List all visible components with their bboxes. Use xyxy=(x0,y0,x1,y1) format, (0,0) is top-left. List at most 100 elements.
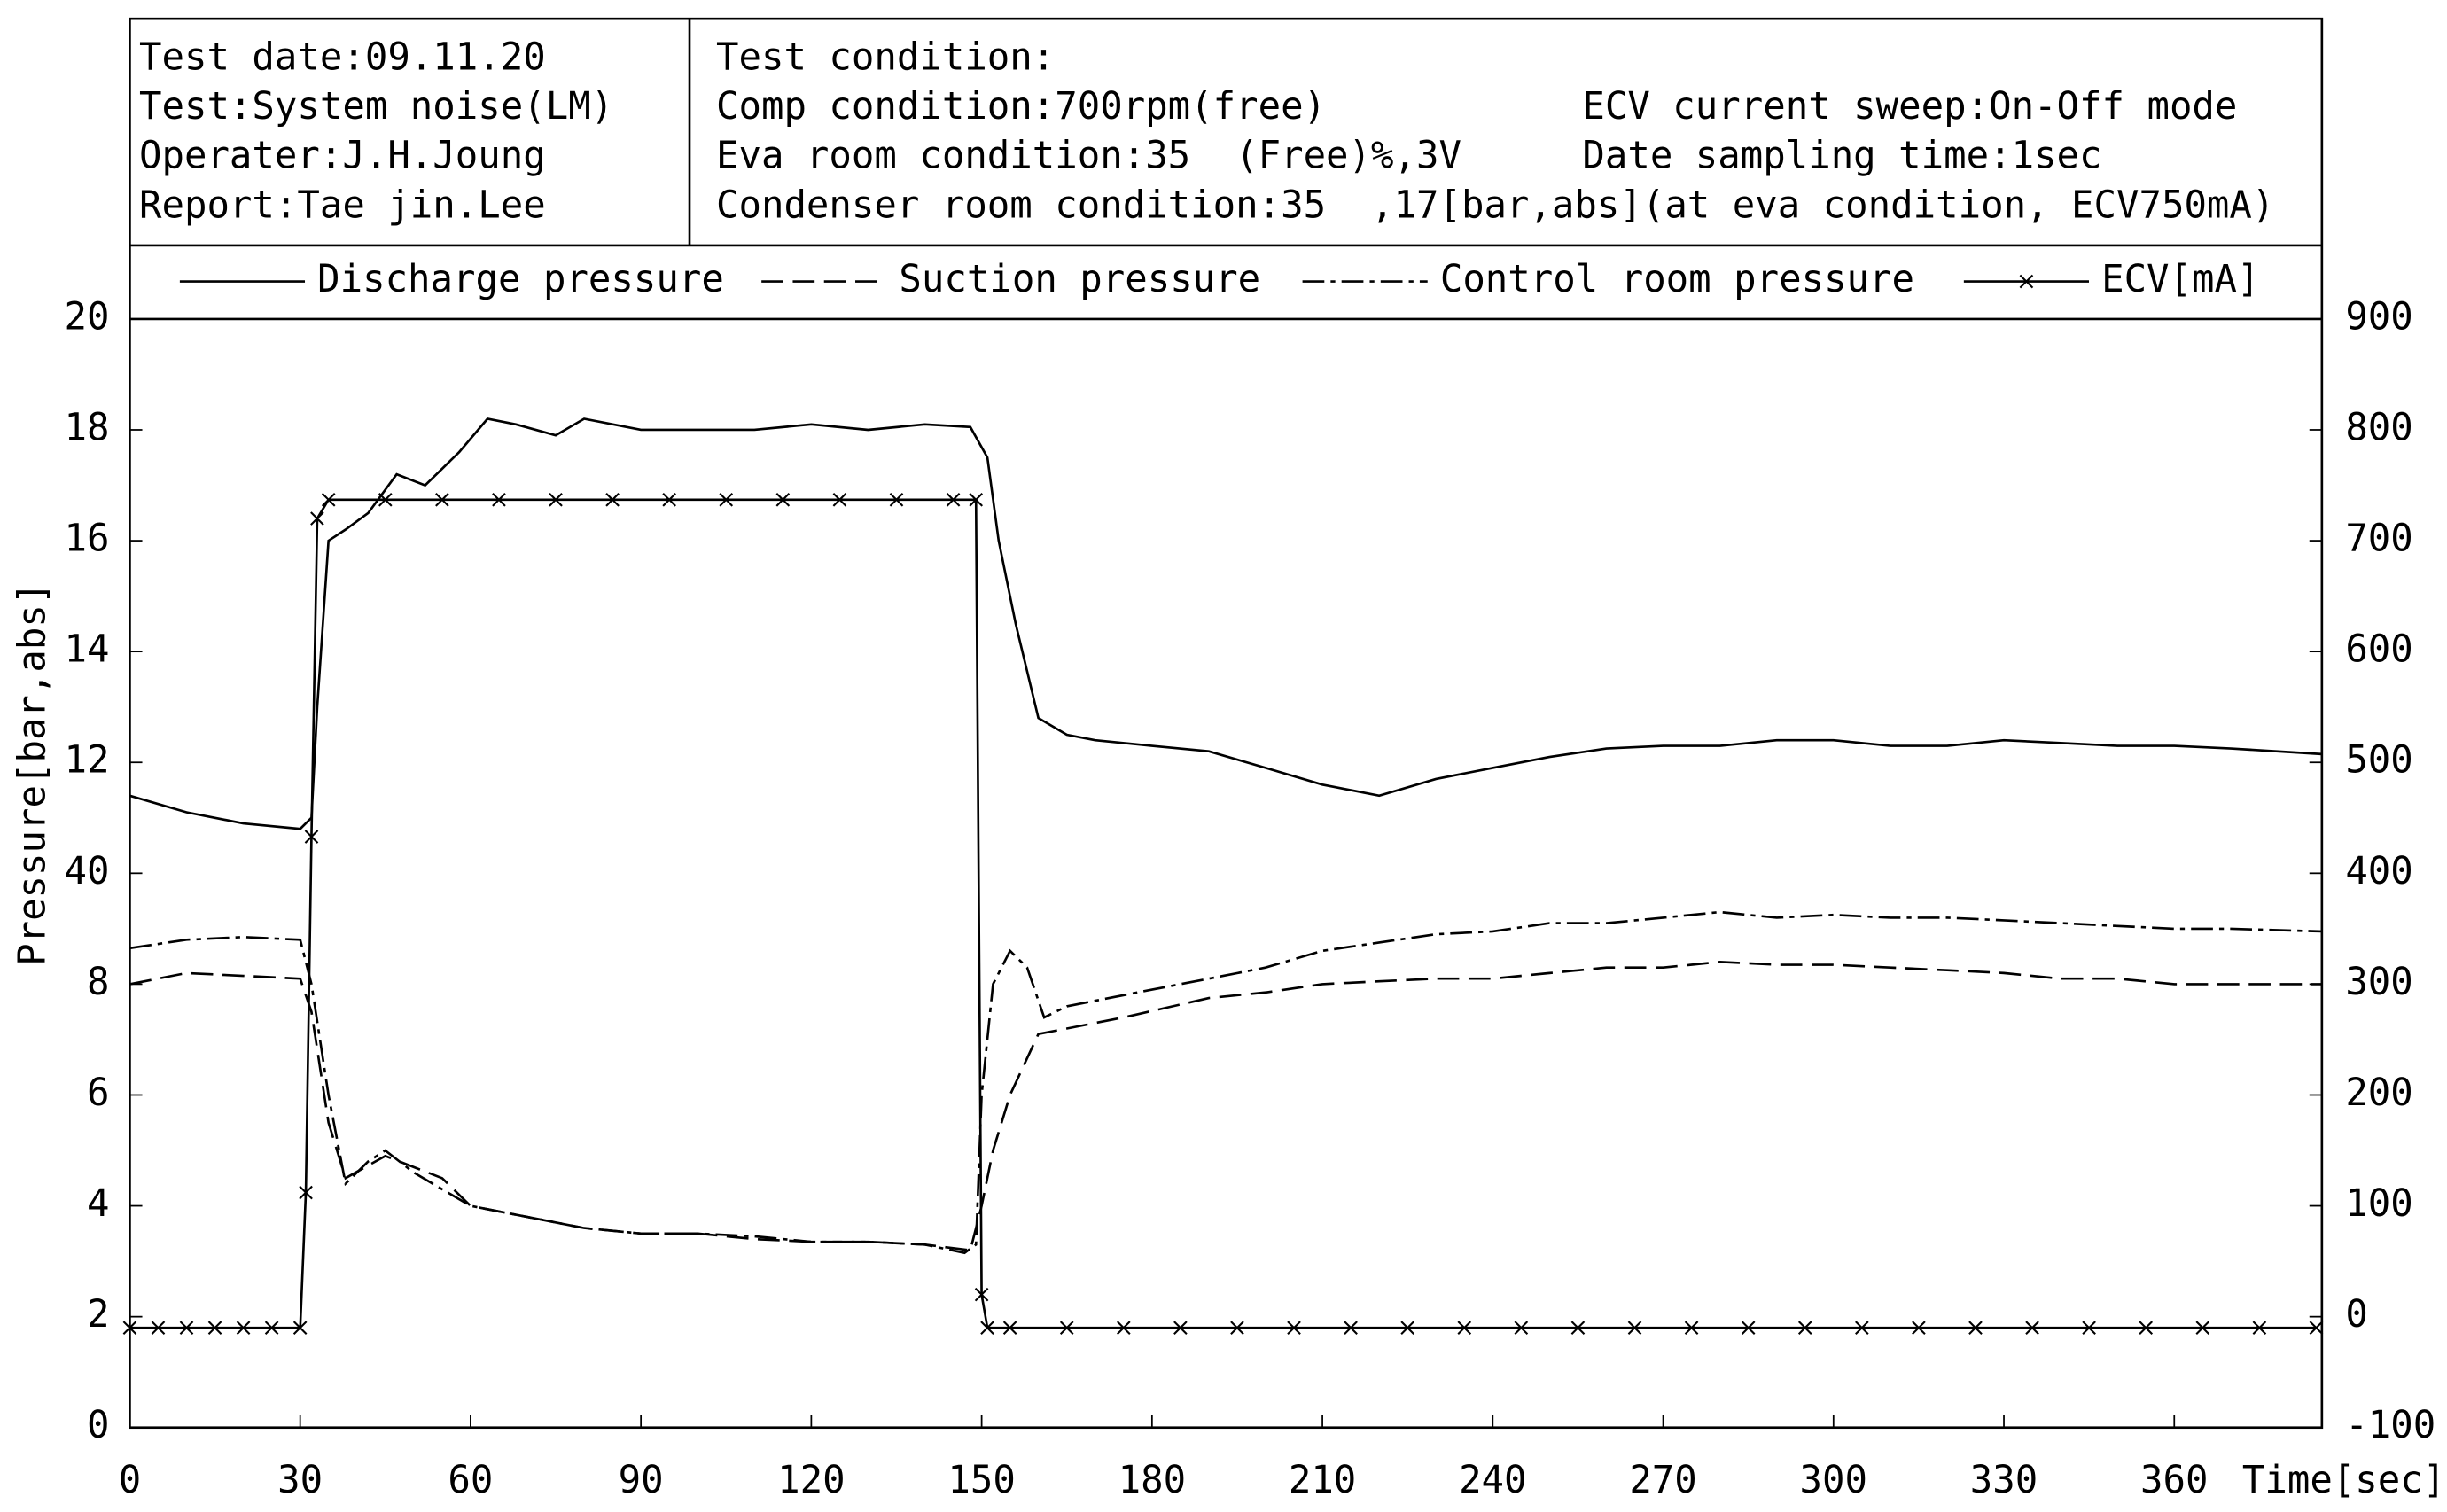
marker xyxy=(292,1321,308,1335)
x-tick-label: 30 xyxy=(277,1458,323,1501)
marker xyxy=(1457,1321,1472,1335)
marker xyxy=(1116,1321,1131,1335)
condition-title: Test condition: xyxy=(716,35,1055,79)
marker xyxy=(980,1321,994,1335)
x-tick-label: 60 xyxy=(448,1458,493,1501)
legend-label: ECV[mA] xyxy=(2101,257,2259,300)
y2-tick-label: 900 xyxy=(2345,294,2412,338)
marker xyxy=(2082,1321,2096,1335)
y-tick-label: 12 xyxy=(65,738,110,782)
legend-label: Discharge pressure xyxy=(317,257,724,300)
header-text: Report:Tae jin.Lee xyxy=(139,183,546,226)
y2-tick-label: 0 xyxy=(2345,1292,2367,1336)
series-line xyxy=(129,417,2322,830)
y2-tick-label: 600 xyxy=(2345,627,2412,671)
marker xyxy=(236,1321,251,1335)
y2-tick-label: 100 xyxy=(2345,1181,2412,1225)
marker xyxy=(1797,1321,1812,1335)
x-tick-label: 0 xyxy=(119,1458,141,1501)
legend-label: Control room pressure xyxy=(1440,257,1914,300)
header-text: Test:System noise(LM) xyxy=(139,84,613,128)
marker xyxy=(299,1185,313,1200)
y2-tick-label: 200 xyxy=(2345,1071,2412,1114)
y2-tick-label: 700 xyxy=(2345,517,2412,560)
y2-tick-label: 800 xyxy=(2345,405,2412,448)
y-tick-label: 40 xyxy=(65,849,110,892)
marker xyxy=(207,1321,222,1335)
marker xyxy=(889,492,904,507)
marker xyxy=(775,492,791,507)
marker xyxy=(1002,1321,1017,1335)
x-axis-label: Time[sec] xyxy=(2242,1458,2445,1501)
marker xyxy=(1741,1321,1756,1335)
marker xyxy=(492,492,506,507)
marker xyxy=(179,1321,194,1335)
x-tick-label: 210 xyxy=(1289,1458,1356,1501)
marker xyxy=(605,492,620,507)
marker xyxy=(378,492,393,507)
y-tick-label: 8 xyxy=(87,960,109,1003)
condition-text: Condenser room condition:35 ,17[bar,abs]… xyxy=(716,183,2274,226)
outer-frame xyxy=(129,17,2324,1430)
x-tick-label: 300 xyxy=(1800,1458,1867,1501)
marker xyxy=(122,1321,137,1335)
condition-text: Eva room condition:35 (Free)%,3V xyxy=(716,134,1461,177)
marker xyxy=(1287,1321,1301,1335)
y2-tick-label: 500 xyxy=(2345,738,2412,782)
marker xyxy=(1400,1321,1415,1335)
y-tick-label: 2 xyxy=(87,1292,109,1336)
y2-tick-label: 300 xyxy=(2345,960,2412,1003)
condition-text: Date sampling time:1sec xyxy=(1582,134,2101,177)
marker xyxy=(1230,1321,1244,1335)
x-tick-label: 240 xyxy=(1459,1458,1526,1501)
marker xyxy=(2025,1321,2039,1335)
y-tick-label: 4 xyxy=(87,1181,109,1225)
marker xyxy=(946,492,961,507)
marker xyxy=(435,492,449,507)
marker xyxy=(151,1321,166,1335)
marker xyxy=(1570,1321,1586,1335)
x-tick-label: 180 xyxy=(1118,1458,1186,1501)
x-tick-label: 330 xyxy=(1970,1458,2038,1501)
marker xyxy=(264,1321,279,1335)
marker xyxy=(304,830,319,844)
x-tick-label: 270 xyxy=(1629,1458,1696,1501)
marker xyxy=(2252,1321,2267,1335)
legend-marker xyxy=(2019,274,2034,289)
marker xyxy=(1855,1321,1869,1335)
marker xyxy=(1968,1321,1983,1335)
x-tick-label: 90 xyxy=(619,1458,664,1501)
marker xyxy=(2309,1321,2324,1335)
header-text: Operater:J.H.Joung xyxy=(139,134,546,177)
marker xyxy=(719,492,734,507)
y-tick-label: 16 xyxy=(65,517,110,560)
y-tick-label: 18 xyxy=(65,405,110,448)
marker xyxy=(1627,1321,1642,1335)
marker xyxy=(1173,1321,1188,1335)
x-tick-label: 120 xyxy=(777,1458,845,1501)
marker xyxy=(549,492,563,507)
condition-text: ECV current sweep:On-Off mode xyxy=(1582,84,2237,128)
marker xyxy=(2195,1321,2210,1335)
y-tick-label: 14 xyxy=(65,627,110,671)
marker xyxy=(310,511,324,526)
y-axis-label: Pressure[bar,abs] xyxy=(10,582,53,966)
series-line xyxy=(129,910,2322,1255)
marker xyxy=(969,492,984,507)
y-tick-label: 20 xyxy=(65,294,110,338)
series-line xyxy=(129,498,2317,1329)
marker xyxy=(321,492,336,507)
marker xyxy=(832,492,847,507)
marker xyxy=(2139,1321,2154,1335)
marker xyxy=(974,1287,989,1302)
marker xyxy=(1684,1321,1699,1335)
marker xyxy=(1514,1321,1529,1335)
x-tick-label: 360 xyxy=(2140,1458,2208,1501)
marker xyxy=(1344,1321,1358,1335)
marker xyxy=(1059,1321,1074,1335)
y2-tick-label: 400 xyxy=(2345,849,2412,892)
marker xyxy=(662,492,676,507)
condition-text: Comp condition:700rpm(free) xyxy=(716,84,1326,128)
